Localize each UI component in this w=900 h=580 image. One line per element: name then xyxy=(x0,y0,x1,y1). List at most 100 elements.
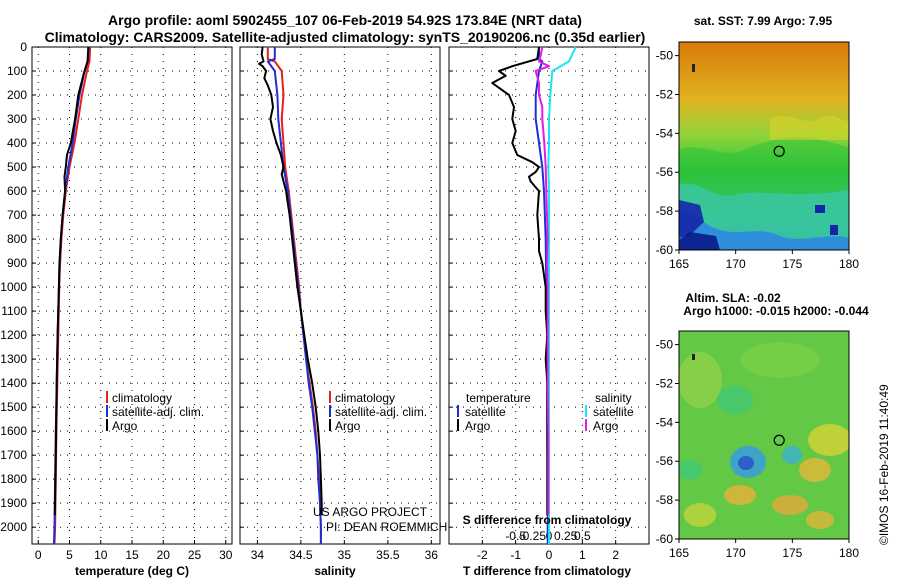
depth-tick-label: 200 xyxy=(7,88,27,102)
temperature-legend: climatology satellite-adj. clim. Argo xyxy=(106,391,204,433)
map-x-tick-label: 165 xyxy=(669,257,689,271)
s-difference-label: S difference from climatology xyxy=(463,513,632,527)
temperature-grid xyxy=(32,46,232,544)
map-x-tick-label: 170 xyxy=(726,546,746,560)
sst-texture xyxy=(679,64,849,250)
s-tick-label: 0.25 xyxy=(554,529,578,543)
depth-tick-label: 1200 xyxy=(0,328,27,342)
temperature-axes-frame xyxy=(31,46,233,545)
depth-tick-labels: 0 100 200 300 400 500 600 700 800 900 1000 1100 1200… xyxy=(0,40,27,534)
x-tick-label: 2 xyxy=(612,548,619,562)
x-tick-label: 10 xyxy=(94,548,108,562)
depth-tick-label: 1400 xyxy=(0,376,27,390)
depth-tick-label: 500 xyxy=(7,160,27,174)
sst-map-frame xyxy=(678,41,850,251)
sla-map-title: Altim. SLA: -0.02 xyxy=(685,291,781,305)
difference-grid xyxy=(449,46,649,544)
x-tick-label: 5 xyxy=(66,548,73,562)
x-tick-label: 34 xyxy=(251,548,265,562)
depth-tick-label: 800 xyxy=(7,232,27,246)
temperature-panel: 0100200300400500600700800900100011001200… xyxy=(0,40,232,578)
salinity-grid xyxy=(240,46,440,544)
difference-profiles xyxy=(491,46,577,544)
depth-tick-label: 1800 xyxy=(0,472,27,486)
profile-line-s-argo xyxy=(534,46,550,516)
depth-tick-label: 1500 xyxy=(0,400,27,414)
map-y-tick-label: -52 xyxy=(656,376,674,390)
t-difference-tick-labels: -2 -1 0 1 2 xyxy=(477,548,619,562)
project-annotation: US ARGO PROJECT xyxy=(313,505,428,519)
legend-satellite-label: satellite-adj. clim. xyxy=(335,405,427,419)
s-tick-label: -0.25 xyxy=(519,529,547,543)
depth-tick-label: 1000 xyxy=(0,280,27,294)
pi-annotation: PI: DEAN ROEMMICH xyxy=(326,520,447,534)
x-tick-label: 0 xyxy=(546,548,553,562)
temperature-xlabel: temperature (deg C) xyxy=(75,564,189,578)
x-tick-label: 30 xyxy=(219,548,233,562)
x-tick-label: -2 xyxy=(477,548,488,562)
legend-s-satellite-label: satellite xyxy=(593,405,634,419)
x-tick-label: 25 xyxy=(188,548,202,562)
x-tick-label: -1 xyxy=(510,548,521,562)
map-x-tick-label: 180 xyxy=(839,546,859,560)
s-difference-tick-labels: -0.5-0.25 0 0.250.5 xyxy=(505,529,591,543)
legend-argo-label: Argo xyxy=(335,419,361,433)
x-tick-label: 35.5 xyxy=(376,548,400,562)
difference-legend: temperature satellite Argo salinity sate… xyxy=(457,391,634,433)
legend-salinity-title: salinity xyxy=(595,391,632,405)
map-y-tick-label: -50 xyxy=(656,338,674,352)
t-difference-xlabel: T difference from climatology xyxy=(463,564,631,578)
salinity-legend: climatology satellite-adj. clim. Argo xyxy=(329,391,427,433)
legend-satellite-label: satellite-adj. clim. xyxy=(112,405,204,419)
legend-s-argo-label: Argo xyxy=(593,419,619,433)
map-x-tick-label: 175 xyxy=(782,257,802,271)
map-y-tick-label: -56 xyxy=(656,165,674,179)
sst-map-ticks: 165 170 175 180 -50 -52 -54 -56 -58 -60 xyxy=(656,49,860,271)
salinity-panel: 34 34.5 35 35.5 36 salinity climatology sate… xyxy=(239,46,447,578)
depth-tick-label: 1700 xyxy=(0,448,27,462)
difference-panel: -2 -1 0 1 2 -0.5-0.25 0 0.250.5 S difference f… xyxy=(448,46,650,578)
map-y-tick-label: -54 xyxy=(656,415,674,429)
map-x-tick-label: 180 xyxy=(839,257,859,271)
depth-tick-label: 700 xyxy=(7,208,27,222)
imos-credit: ©IMOS 16-Feb-2019 11:40:49 xyxy=(877,384,891,545)
sla-map-frame xyxy=(678,330,850,540)
profile-line-argo xyxy=(53,46,90,516)
profile-location-marker xyxy=(773,434,785,446)
temperature-tick-labels: 0 5 10 15 20 25 30 xyxy=(35,548,233,562)
depth-tick-label: 300 xyxy=(7,112,27,126)
x-tick-label: 15 xyxy=(125,548,139,562)
salinity-profiles xyxy=(258,46,323,544)
sla-map-ticks: 165 170 175 180 -50 -52 -54 -56 -58 -60 xyxy=(656,338,860,560)
x-tick-label: 20 xyxy=(157,548,171,562)
x-tick-label: 35 xyxy=(338,548,352,562)
sst-map-panel: sat. SST: 7.99 Argo: 7.95 165 170 175 180 -5… xyxy=(656,14,860,271)
map-y-tick-label: -54 xyxy=(656,126,674,140)
map-x-tick-label: 175 xyxy=(782,546,802,560)
map-y-tick-label: -60 xyxy=(656,243,674,257)
map-y-tick-label: -60 xyxy=(656,532,674,546)
s-tick-label: -0.5 xyxy=(505,529,526,543)
legend-climatology-label: climatology xyxy=(112,391,172,405)
depth-tick-label: 1900 xyxy=(0,496,27,510)
depth-tick-label: 1300 xyxy=(0,352,27,366)
map-y-tick-label: -50 xyxy=(656,49,674,63)
depth-tick-label: 0 xyxy=(20,40,27,54)
map-y-tick-label: -52 xyxy=(656,87,674,101)
x-tick-label: 1 xyxy=(579,548,586,562)
map-y-tick-label: -56 xyxy=(656,454,674,468)
salinity-xlabel: salinity xyxy=(314,564,356,578)
temperature-profiles xyxy=(52,46,92,545)
legend-t-argo-label: Argo xyxy=(465,419,491,433)
depth-tick-label: 100 xyxy=(7,64,27,78)
x-tick-label: 36 xyxy=(425,548,439,562)
sla-map-panel: Altim. SLA: -0.02 Argo h1000: -0.015 h20… xyxy=(656,291,869,560)
profile-location-marker xyxy=(773,145,785,157)
x-tick-label: 34.5 xyxy=(289,548,313,562)
x-tick-label: 0 xyxy=(35,548,42,562)
legend-argo-label: Argo xyxy=(112,419,138,433)
legend-temperature-title: temperature xyxy=(466,391,531,405)
map-y-tick-label: -58 xyxy=(656,204,674,218)
legend-t-satellite-label: satellite xyxy=(465,405,506,419)
